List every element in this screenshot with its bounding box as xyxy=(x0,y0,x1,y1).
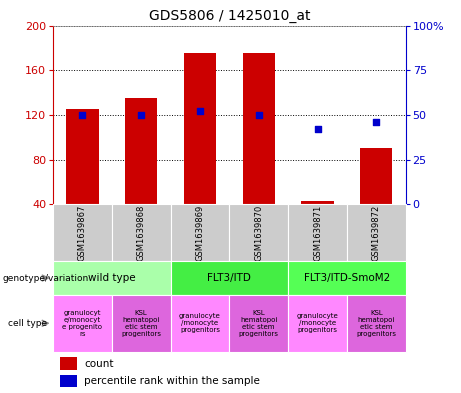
Point xyxy=(137,112,145,118)
Bar xyxy=(288,204,347,261)
Bar xyxy=(288,295,347,352)
Bar xyxy=(112,204,171,261)
Text: GSM1639870: GSM1639870 xyxy=(254,205,263,261)
Text: KSL
hematopoi
etic stem
progenitors: KSL hematopoi etic stem progenitors xyxy=(356,310,396,337)
Text: GSM1639869: GSM1639869 xyxy=(195,205,205,261)
Bar xyxy=(53,261,171,295)
Text: KSL
hematopoi
etic stem
progenitors: KSL hematopoi etic stem progenitors xyxy=(239,310,279,337)
Bar xyxy=(347,295,406,352)
Text: percentile rank within the sample: percentile rank within the sample xyxy=(84,376,260,386)
Text: FLT3/ITD: FLT3/ITD xyxy=(207,273,251,283)
Text: count: count xyxy=(84,358,113,369)
Bar xyxy=(125,98,157,204)
Bar xyxy=(184,53,216,204)
Bar xyxy=(288,261,406,295)
Point xyxy=(314,126,321,132)
Bar xyxy=(230,295,288,352)
Text: KSL
hematopoi
etic stem
progenitors: KSL hematopoi etic stem progenitors xyxy=(121,310,161,337)
Bar xyxy=(230,204,288,261)
Point xyxy=(372,119,380,125)
Bar xyxy=(242,53,275,204)
Bar xyxy=(171,261,288,295)
Text: granulocyte
/monocyte
progenitors: granulocyte /monocyte progenitors xyxy=(179,313,221,333)
Point xyxy=(79,112,86,118)
Bar xyxy=(53,295,112,352)
Bar xyxy=(66,109,99,204)
Bar xyxy=(171,295,229,352)
Bar xyxy=(360,149,392,204)
Bar xyxy=(171,204,229,261)
Text: wild type: wild type xyxy=(88,273,136,283)
Point xyxy=(255,112,262,118)
Text: genotype/variation: genotype/variation xyxy=(2,274,89,283)
Text: GSM1639867: GSM1639867 xyxy=(78,205,87,261)
Bar xyxy=(347,204,406,261)
Text: FLT3/ITD-SmoM2: FLT3/ITD-SmoM2 xyxy=(304,273,390,283)
Title: GDS5806 / 1425010_at: GDS5806 / 1425010_at xyxy=(148,9,310,23)
Text: GSM1639868: GSM1639868 xyxy=(136,205,146,261)
Bar xyxy=(53,204,112,261)
Text: granulocyte
/monocyte
progenitors: granulocyte /monocyte progenitors xyxy=(296,313,338,333)
Bar xyxy=(60,357,77,369)
Point xyxy=(196,108,204,114)
Text: granulocyt
e/monocyt
e progenito
rs: granulocyt e/monocyt e progenito rs xyxy=(62,310,102,337)
Bar xyxy=(301,201,334,204)
Text: GSM1639872: GSM1639872 xyxy=(372,205,381,261)
Bar xyxy=(60,375,77,387)
Text: GSM1639871: GSM1639871 xyxy=(313,205,322,261)
Text: cell type: cell type xyxy=(8,319,47,328)
Bar xyxy=(112,295,171,352)
